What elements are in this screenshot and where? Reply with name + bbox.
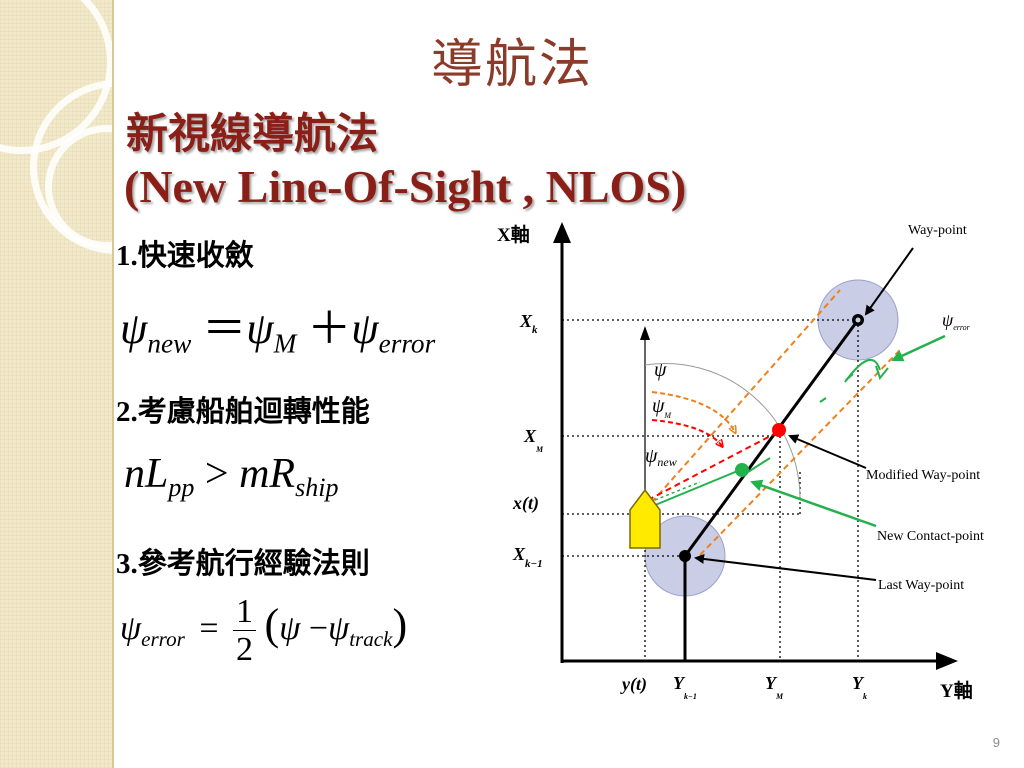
heading-arrowhead — [640, 326, 650, 340]
red-heading-line — [647, 431, 779, 501]
label-psi-error: ψerror — [942, 310, 971, 332]
green-offset-dash — [819, 397, 827, 403]
symbol-psi: ψ — [120, 609, 142, 647]
fraction-one-half: 1 2 — [233, 594, 257, 668]
symbol-psi: ψ — [351, 304, 379, 353]
waypoint-callout-arrow — [864, 247, 914, 316]
right-paren: ) — [392, 599, 408, 649]
subscript: M — [273, 328, 297, 359]
left-paren: ( — [264, 599, 280, 649]
tick-yt: y(t) — [620, 674, 647, 695]
x-axis-arrowhead — [553, 222, 571, 243]
offset-track-line — [644, 289, 841, 511]
tick-yk: Yk — [852, 673, 867, 701]
symbol-psi: ψ — [120, 304, 148, 353]
last-waypoint-callout-arrow — [694, 554, 877, 581]
subtitle-chinese: 新視線導航法 — [126, 109, 379, 158]
symbol-psi: ψ — [279, 609, 301, 647]
subscript: error — [378, 328, 436, 359]
greater-than-sign: > — [204, 451, 229, 497]
plus-sign: ＋ — [307, 304, 352, 353]
callout-waypoint: Way-point — [908, 223, 967, 238]
label-psi: ψ — [654, 359, 667, 381]
formula-psi-new: ψnew ＝ψM ＋ψerror — [120, 292, 435, 360]
equals-sign: = — [199, 609, 219, 647]
tick-ym: YM — [765, 673, 784, 701]
subscript: ship — [295, 473, 339, 503]
y-axis-arrowhead — [936, 652, 958, 670]
item-text: 快速收斂 — [137, 238, 254, 272]
subscript: error — [141, 627, 185, 652]
tick-xk: Xk — [519, 311, 538, 336]
item-text: 參考航行經驗法則 — [137, 546, 370, 580]
symbol-l: L — [145, 451, 169, 497]
green-dashed-line — [654, 481, 701, 501]
label-psi-new: ψnew — [645, 445, 677, 469]
psi-arc — [651, 391, 735, 432]
slide-title: 導航法 — [430, 35, 593, 95]
symbol-n: n — [124, 451, 145, 497]
x-axis-label: X軸 — [497, 223, 530, 246]
callout-new-contact-point: New Contact-point — [877, 529, 984, 544]
y-axis-label: Y軸 — [940, 679, 973, 702]
page-number: 9 — [992, 735, 1000, 750]
item-number: 3. — [116, 548, 138, 580]
item-fast-convergence: 1.快速收斂 — [116, 232, 254, 274]
equals-sign: ＝ — [202, 304, 247, 353]
tick-yk1: Yk−1 — [673, 673, 697, 701]
contact-point-dot — [735, 463, 749, 477]
green-turning-arc — [844, 358, 881, 383]
item-navigation-experience: 3.參考航行經驗法則 — [116, 540, 370, 582]
symbol-psi: ψ — [246, 304, 274, 353]
last-waypoint-dot — [679, 550, 691, 562]
subscript: track — [349, 627, 393, 652]
subscript: pp — [168, 473, 195, 503]
modified-waypoint-dot — [772, 423, 786, 437]
callout-last-waypoint: Last Way-point — [878, 578, 964, 593]
formula-turning-condition: nLpp > mRship — [124, 450, 338, 503]
tick-xt: x(t) — [512, 493, 539, 514]
green-offset-dash — [747, 457, 771, 473]
green-turning-hook — [875, 365, 889, 381]
symbol-m: m — [239, 451, 270, 497]
angle-arc — [644, 363, 801, 501]
formula-psi-error: ψerror = 1 2 (ψ −ψtrack) — [120, 594, 407, 668]
decorative-sidebar — [0, 0, 114, 768]
modified-waypoint-callout-arrow — [788, 434, 867, 469]
symbol-psi: ψ — [328, 609, 350, 647]
tick-xk1: Xk−1 — [512, 544, 543, 570]
psi-error-arrow — [891, 334, 946, 362]
item-number: 2. — [116, 396, 138, 428]
waypoint-dot-inner — [855, 317, 861, 323]
fraction-denominator: 2 — [236, 630, 254, 668]
tick-xm: XM — [523, 426, 544, 454]
item-number: 1. — [116, 240, 138, 272]
subscript: new — [147, 328, 192, 359]
track-line — [683, 319, 860, 557]
ship — [629, 488, 661, 549]
new-contact-arrow — [750, 479, 877, 528]
label-psi-m: ψM — [652, 395, 672, 420]
green-heading-line — [647, 469, 741, 509]
item-turning-performance: 2.考慮船舶迴轉性能 — [116, 388, 370, 430]
psi-m-arc — [651, 419, 722, 446]
fraction-numerator: 1 — [233, 594, 257, 631]
item-text: 考慮船舶迴轉性能 — [137, 394, 370, 428]
subtitle-english: (New Line-Of-Sight , NLOS) — [124, 161, 687, 212]
symbol-r: R — [269, 451, 296, 497]
minus-sign: − — [308, 609, 329, 647]
offset-track-line — [699, 349, 901, 556]
callout-modified-waypoint: Modified Way-point — [866, 468, 980, 483]
